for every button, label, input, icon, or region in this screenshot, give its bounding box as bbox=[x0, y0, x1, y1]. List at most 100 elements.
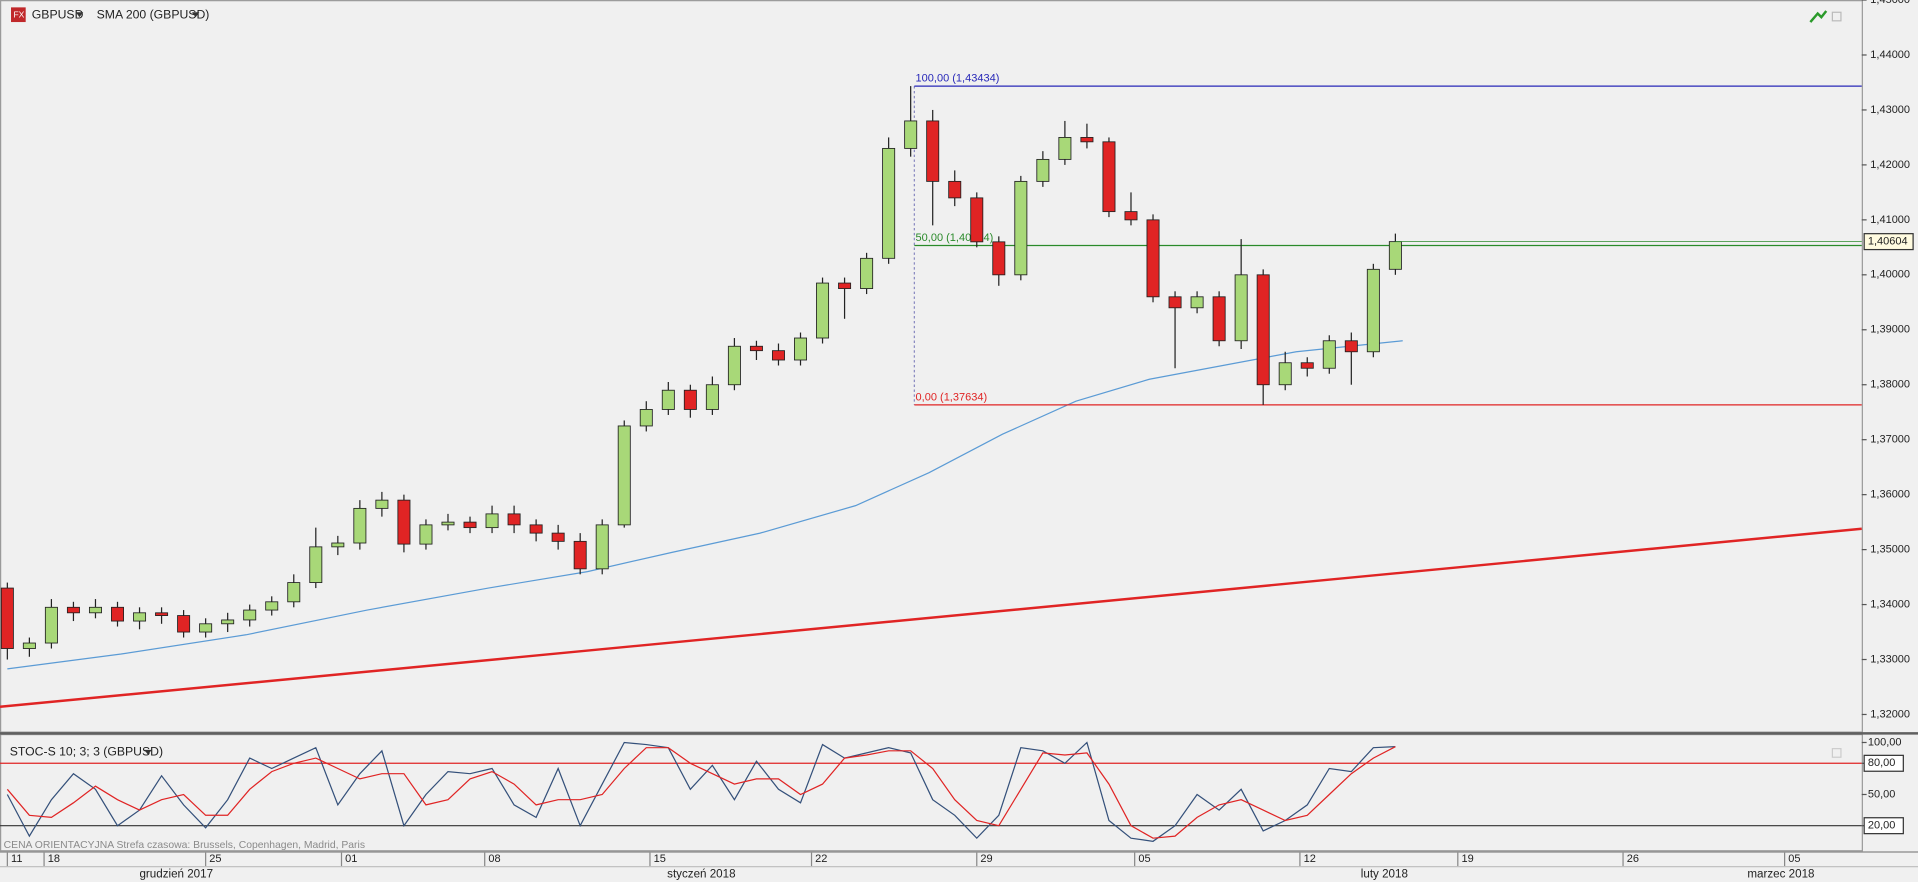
fib-label: 100,00 (1,43434) bbox=[916, 73, 1000, 85]
candle-body bbox=[1036, 158, 1050, 182]
candle-body bbox=[1388, 241, 1402, 270]
candle-body bbox=[926, 120, 940, 182]
dropdown-arrow[interactable] bbox=[144, 749, 152, 755]
stoch-y-tick-label: 50,00 bbox=[1868, 788, 1896, 800]
candle-body bbox=[749, 345, 763, 352]
x-tick-label: 19 bbox=[1461, 853, 1473, 865]
x-tick-label: 05 bbox=[1788, 853, 1800, 865]
candle-body bbox=[573, 540, 587, 570]
candle-body bbox=[44, 606, 58, 644]
candle-body bbox=[1366, 268, 1380, 353]
candle-body bbox=[1080, 136, 1094, 143]
candle-body bbox=[771, 350, 785, 361]
candle-body bbox=[860, 257, 874, 289]
candle-body bbox=[0, 587, 14, 649]
candle-body bbox=[1234, 274, 1248, 342]
x-tick-label: 18 bbox=[48, 853, 60, 865]
y-tick-label: 1,40000 bbox=[1870, 269, 1910, 281]
candle-body bbox=[904, 120, 918, 149]
x-tick-label: 29 bbox=[980, 853, 992, 865]
x-tick-label: 01 bbox=[345, 853, 357, 865]
candle-body bbox=[353, 507, 367, 544]
x-tick-label: 15 bbox=[654, 853, 666, 865]
candle-body bbox=[1278, 362, 1292, 386]
x-tick-label: 26 bbox=[1627, 853, 1639, 865]
candle-body bbox=[111, 606, 124, 622]
candle-body bbox=[1124, 211, 1138, 221]
window-icon[interactable] bbox=[1831, 748, 1842, 758]
candle-body bbox=[1256, 274, 1270, 386]
candle-body bbox=[727, 345, 741, 386]
stoch-y-tick-label: 100,00 bbox=[1868, 736, 1902, 748]
candle-body bbox=[243, 609, 257, 621]
candle-body bbox=[221, 619, 235, 625]
y-tick-label: 1,45000 bbox=[1870, 0, 1910, 6]
candle-body bbox=[1146, 219, 1160, 298]
candle-body bbox=[265, 601, 279, 611]
candle-body bbox=[683, 389, 697, 410]
candle-body bbox=[705, 384, 719, 410]
x-tick-label: 05 bbox=[1138, 853, 1150, 865]
x-tick-label: 25 bbox=[209, 853, 221, 865]
y-tick-label: 1,39000 bbox=[1870, 324, 1910, 336]
fx-icon bbox=[11, 7, 26, 23]
instrument-title[interactable]: GBPUSD bbox=[32, 8, 84, 22]
month-label: styczeń 2018 bbox=[667, 868, 735, 881]
candle-body bbox=[551, 532, 565, 542]
dropdown-arrow[interactable] bbox=[192, 12, 200, 18]
y-tick-label: 1,44000 bbox=[1870, 49, 1910, 61]
stoch-y-tick-label: 80,00 bbox=[1868, 757, 1896, 769]
dropdown-arrow[interactable] bbox=[75, 12, 84, 18]
y-tick-label: 1,37000 bbox=[1870, 434, 1910, 446]
fx-icon-text: FX bbox=[13, 10, 24, 20]
last-price-box bbox=[1863, 233, 1914, 251]
y-tick-label: 1,43000 bbox=[1870, 104, 1910, 116]
y-tick-label: 1,34000 bbox=[1870, 598, 1910, 610]
stoch-y-tick-label: 20,00 bbox=[1868, 820, 1896, 832]
window-icon[interactable] bbox=[1831, 11, 1842, 22]
candle-body bbox=[661, 389, 675, 410]
candle-body bbox=[639, 409, 653, 427]
candle-body bbox=[287, 582, 301, 603]
candle-body bbox=[595, 524, 609, 570]
candle-body bbox=[66, 606, 80, 614]
x-tick-label: 08 bbox=[488, 853, 500, 865]
chart-tool-icon[interactable] bbox=[1809, 10, 1828, 23]
candle-body bbox=[133, 612, 147, 622]
y-tick-label: 1,41000 bbox=[1870, 214, 1910, 226]
candle-body bbox=[419, 524, 433, 545]
candle-body bbox=[1190, 296, 1204, 309]
stoch-title[interactable]: STOC-S 10; 3; 3 (GBPUSD) bbox=[10, 745, 163, 759]
indicator-label[interactable]: SMA 200 (GBPUSD) bbox=[97, 8, 210, 22]
candle-body bbox=[441, 521, 455, 526]
fib-label: 0,00 (1,37634) bbox=[916, 391, 988, 403]
candle-body bbox=[397, 499, 411, 545]
candle-body bbox=[838, 282, 852, 289]
candle-body bbox=[1344, 340, 1358, 353]
candle-body bbox=[155, 612, 169, 616]
candle-body bbox=[529, 524, 543, 534]
candle-body bbox=[1168, 296, 1182, 309]
candle-body bbox=[88, 606, 102, 614]
candle-body bbox=[331, 542, 345, 548]
candle-body bbox=[617, 425, 631, 526]
candle-body bbox=[816, 282, 830, 339]
x-tick-label: 11 bbox=[11, 853, 22, 865]
sma-line bbox=[7, 340, 1403, 670]
trend-line bbox=[0, 527, 1862, 709]
candle-body bbox=[375, 499, 389, 509]
candle-body bbox=[22, 642, 36, 649]
stoch-level-box bbox=[1863, 754, 1904, 772]
last-price-label: 1,40604 bbox=[1868, 236, 1908, 248]
candle-body bbox=[948, 180, 962, 199]
y-tick-label: 1,32000 bbox=[1870, 708, 1910, 720]
footer-note: CENA ORIENTACYJNA Strefa czasowa: Brusse… bbox=[4, 840, 365, 851]
candle-body bbox=[1322, 340, 1336, 369]
candle-body bbox=[463, 521, 477, 529]
month-label: luty 2018 bbox=[1361, 868, 1408, 881]
candle-body bbox=[1014, 180, 1028, 276]
candle-body bbox=[199, 623, 213, 633]
